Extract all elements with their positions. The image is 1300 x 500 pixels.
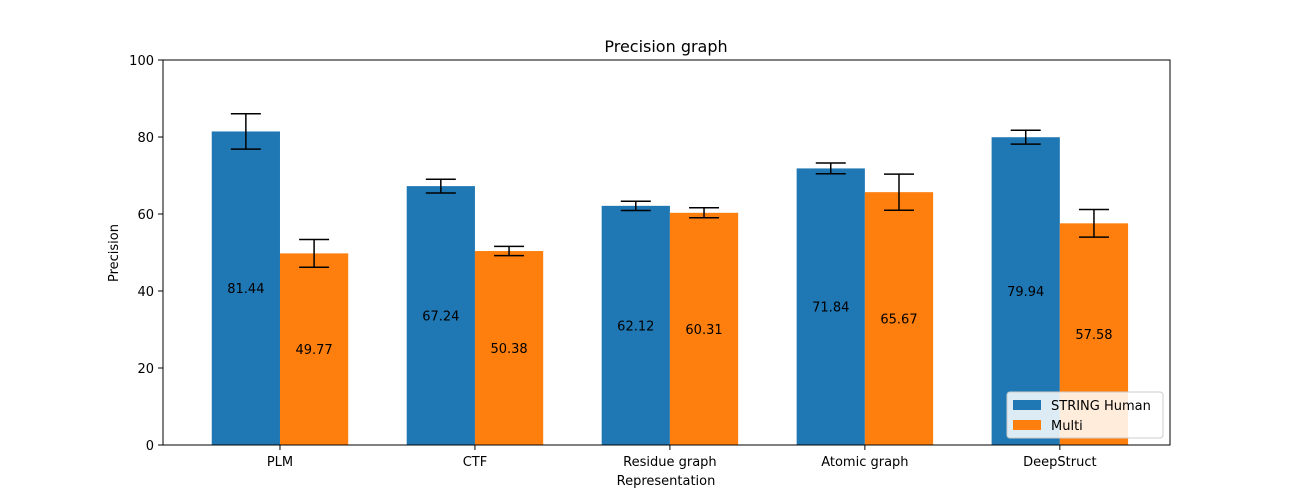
bar-string-human-1 <box>406 186 475 445</box>
x-tick-label-4: DeepStruct <box>1023 455 1096 470</box>
data-label-0-1: 67.24 <box>422 310 459 325</box>
legend-label-0: STRING Human <box>1051 399 1151 414</box>
error-bar-1-3 <box>883 173 914 212</box>
bar-multi-0 <box>279 253 349 445</box>
bar-multi-3 <box>864 192 934 445</box>
error-bar-0-1 <box>425 178 456 194</box>
bar-string-human-0 <box>211 131 280 445</box>
x-tick-label-3: Atomic graph <box>821 455 908 470</box>
axes-frame <box>162 59 1171 446</box>
error-bar-1-4 <box>1078 208 1109 238</box>
x-tick-label-0: PLM <box>267 455 293 470</box>
error-bar-0-3 <box>815 162 846 175</box>
y-axis-label: Precision <box>107 224 122 282</box>
data-label-1-0: 49.77 <box>295 343 332 358</box>
error-bar-1-0 <box>299 238 330 268</box>
data-label-1-3: 65.67 <box>880 313 917 328</box>
y-tick-label-2: 40 <box>137 285 154 300</box>
error-bar-1-2 <box>689 207 720 219</box>
data-label-0-3: 71.84 <box>812 301 849 316</box>
error-bar-0-0 <box>230 112 261 150</box>
x-tick-label-1: CTF <box>463 455 488 470</box>
legend-box <box>1006 391 1164 439</box>
data-label-0-0: 81.44 <box>227 282 264 297</box>
legend-label-1: Multi <box>1051 419 1083 434</box>
y-tick-label-4: 80 <box>137 131 154 146</box>
chart-title: Precision graph <box>604 37 727 56</box>
bar-string-human-3 <box>796 168 865 445</box>
error-bar-1-1 <box>494 245 525 257</box>
y-tick-label-5: 100 <box>129 54 154 69</box>
error-bar-0-4 <box>1010 129 1041 145</box>
data-label-1-1: 50.38 <box>490 342 527 357</box>
data-label-1-2: 60.31 <box>685 323 722 338</box>
y-tick-label-3: 60 <box>137 208 154 223</box>
legend: STRING Human Multi <box>1006 391 1164 439</box>
bar-string-human-2 <box>601 205 670 445</box>
y-tick-label-0: 0 <box>146 439 154 454</box>
error-bar-0-2 <box>620 200 651 212</box>
legend-swatch-0 <box>1013 400 1041 410</box>
y-tick-label-1: 20 <box>137 362 154 377</box>
x-axis-label: Representation <box>617 474 716 489</box>
bar-multi-2 <box>669 212 739 445</box>
data-label-0-2: 62.12 <box>617 319 654 334</box>
plot-area: 81.44 67.24 62.12 71.84 79.94 49.77 50.38 60.31… <box>129 54 1171 470</box>
legend-swatch-1 <box>1013 420 1041 430</box>
data-label-1-4: 57.58 <box>1075 328 1112 343</box>
bar-multi-1 <box>474 251 544 445</box>
x-tick-label-2: Residue graph <box>623 455 717 470</box>
data-label-0-4: 79.94 <box>1007 285 1044 300</box>
